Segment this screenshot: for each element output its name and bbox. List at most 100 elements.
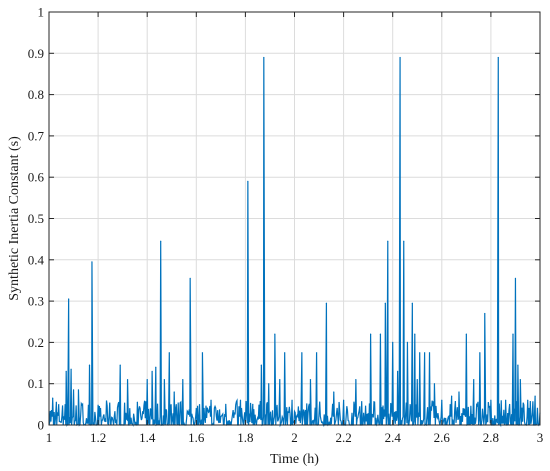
spike-point <box>301 352 303 354</box>
spike-point <box>210 399 212 401</box>
spike-point <box>119 364 121 366</box>
spike-point <box>252 403 254 405</box>
spike-point <box>77 389 80 391</box>
y-tick-label: 0.6 <box>28 170 45 185</box>
spike-point <box>370 333 372 335</box>
spike-point <box>260 364 262 366</box>
spike-point <box>70 368 72 370</box>
spike-point <box>406 341 409 343</box>
spike-point <box>315 352 318 354</box>
spike-point <box>379 333 382 335</box>
spike-point <box>419 352 421 354</box>
grid-lines <box>49 12 540 425</box>
spike-point <box>333 391 335 393</box>
spike-point <box>163 378 165 381</box>
spike-point <box>451 395 453 397</box>
x-tick-label: 1.6 <box>188 430 205 445</box>
y-tick-label: 0.7 <box>28 128 45 143</box>
spike-point <box>387 240 389 242</box>
x-tick-label: 1.2 <box>90 430 106 445</box>
y-tick-label: 1 <box>38 5 45 20</box>
spike-point <box>519 378 521 381</box>
spike-point <box>490 399 492 401</box>
spike-point <box>52 397 54 399</box>
spike-point <box>403 240 405 242</box>
spike-point <box>497 56 499 59</box>
spike-point <box>325 302 328 304</box>
spike-point <box>424 352 426 354</box>
spike-point <box>355 378 357 381</box>
spike-point <box>239 399 242 401</box>
spike-point <box>414 333 416 335</box>
spike-point <box>343 399 345 401</box>
spike-point <box>189 277 191 279</box>
spike-point <box>514 277 517 279</box>
y-tick-label: 0.8 <box>28 87 44 102</box>
spike-point <box>182 378 184 381</box>
spike-point <box>274 333 276 335</box>
x-tick-label: 3 <box>537 430 544 445</box>
x-tick-label: 1 <box>46 430 53 445</box>
y-tick-label: 0.2 <box>28 335 44 350</box>
y-tick-labels: 0 0.1 0.2 0.3 0.4 0.5 0.6 0.7 0.8 0.9 1 <box>28 5 45 433</box>
spike-point <box>291 399 293 401</box>
spike-point <box>55 401 57 403</box>
spike-point <box>247 180 249 182</box>
spike-point <box>279 378 281 381</box>
y-tick-label: 0.3 <box>28 294 44 309</box>
x-tick-label: 1.8 <box>237 430 253 445</box>
x-tick-label: 1.4 <box>139 430 156 445</box>
spike-point <box>201 352 204 354</box>
spike-point <box>284 352 286 354</box>
x-tick-label: 2.8 <box>483 430 499 445</box>
spike-point <box>195 407 197 410</box>
spike-point <box>384 302 386 304</box>
spike-point <box>268 383 270 385</box>
spike-point <box>473 378 475 381</box>
spike-point <box>512 333 514 335</box>
spike-point <box>88 364 91 366</box>
y-tick-label: 0.4 <box>28 252 45 267</box>
y-tick-label: 0 <box>38 418 45 433</box>
spike-point <box>441 399 443 401</box>
x-axis-title: Time (h) <box>270 452 319 467</box>
y-axis-title: Synthetic Inertia Constant (s) <box>7 136 22 301</box>
x-tick-labels: 1 1.2 1.4 1.6 1.8 2 2.2 2.4 2.6 2.8 3 <box>46 430 544 445</box>
spike-point <box>428 352 431 354</box>
spike-point <box>458 391 460 393</box>
spike-point <box>399 56 401 59</box>
data-series <box>48 56 541 428</box>
x-tick-label: 2.6 <box>434 430 451 445</box>
spike-point <box>465 333 467 335</box>
spike-point <box>263 56 265 59</box>
x-tick-label: 2 <box>291 430 298 445</box>
spike-point <box>527 399 529 401</box>
spike-point <box>72 389 75 391</box>
spike-point <box>155 366 157 368</box>
x-tick-label: 2.4 <box>385 430 402 445</box>
spike-point <box>411 302 413 304</box>
spike-point <box>397 370 399 372</box>
y-tick-label: 0.9 <box>28 46 44 61</box>
spike-point <box>309 378 312 381</box>
spike-point <box>416 378 418 381</box>
spike-point <box>151 370 153 372</box>
spike-point <box>479 352 481 354</box>
spike-point <box>392 341 394 343</box>
axis-ticks <box>48 11 541 426</box>
spike-point <box>160 240 162 242</box>
spike-point <box>173 391 175 393</box>
spike-point <box>517 364 519 366</box>
spike-point <box>534 395 536 397</box>
spike-point <box>505 399 507 401</box>
spike-point <box>136 401 138 403</box>
y-tick-label: 0.1 <box>28 376 44 391</box>
spike-point <box>99 407 102 410</box>
spike-point <box>484 312 486 315</box>
spike-point <box>225 403 227 405</box>
x-tick-label: 2.2 <box>335 430 351 445</box>
series-line <box>48 57 541 428</box>
spike-point <box>91 261 93 263</box>
y-tick-label: 0.5 <box>28 211 44 226</box>
